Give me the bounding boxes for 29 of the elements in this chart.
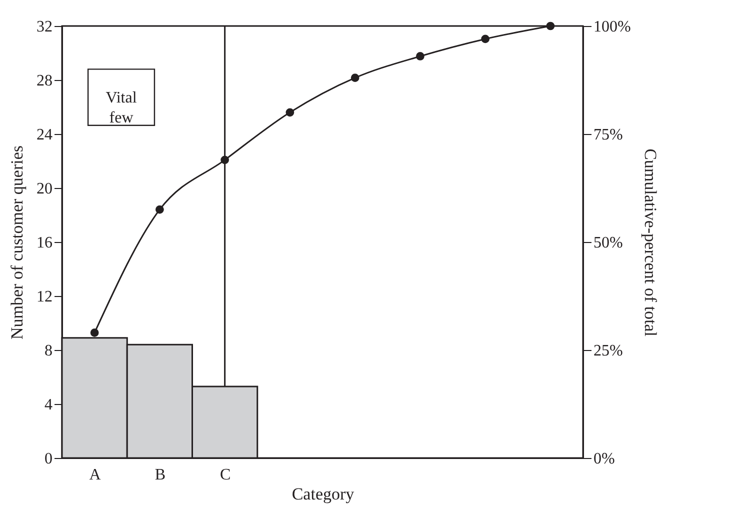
point — [286, 108, 294, 117]
y-tick-label: 0 — [44, 450, 52, 468]
point — [156, 205, 164, 214]
point — [220, 156, 229, 164]
point — [350, 74, 360, 82]
y2-tick-label: 100% — [594, 18, 631, 36]
y2-tick-label: 50% — [594, 234, 623, 252]
x-tick-label: C — [220, 466, 231, 484]
y2-tick-label: 0% — [594, 450, 615, 468]
y-tick-label: 24 — [36, 126, 52, 144]
x-tick-label: A — [89, 466, 102, 484]
annotation: Vital few — [106, 89, 138, 126]
y-tick-label: 8 — [44, 342, 52, 360]
point — [481, 34, 490, 44]
y-tick-label: 12 — [36, 288, 52, 306]
y-tick-label: 16 — [36, 234, 52, 252]
point — [416, 52, 424, 60]
y-tick-label: 32 — [36, 18, 52, 36]
y2-axis-title: Cumulative-percent of total — [640, 148, 660, 337]
x-tick-label: B — [154, 466, 166, 484]
y-tick-label: 28 — [36, 72, 52, 90]
point — [90, 328, 99, 337]
y2-tick-label: 25% — [594, 342, 623, 360]
y-tick-label: 4 — [44, 396, 52, 414]
point — [546, 22, 555, 30]
y-axis-title: Number of customer queries — [8, 145, 26, 340]
x-axis-title: Category — [292, 484, 355, 504]
y-tick-label: 20 — [36, 180, 52, 198]
y2-tick-label: 75% — [594, 126, 623, 144]
